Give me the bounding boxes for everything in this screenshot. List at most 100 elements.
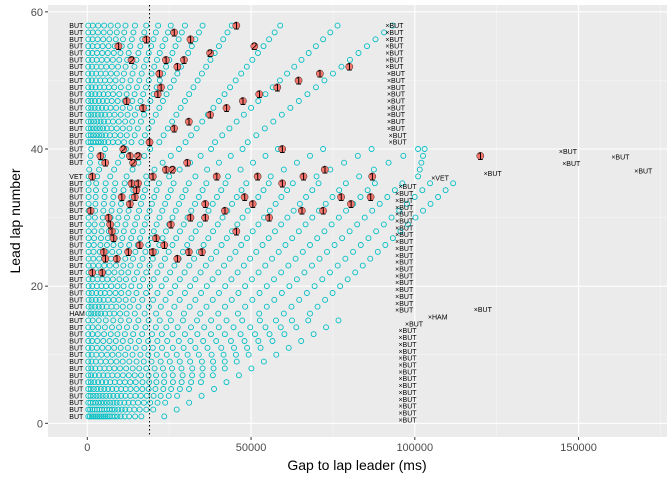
data-point — [158, 331, 165, 338]
data-point — [295, 98, 302, 104]
data-point — [125, 372, 132, 379]
pit-stop-marker — [206, 49, 214, 57]
data-point — [139, 386, 146, 392]
data-point — [100, 338, 107, 344]
data-point — [215, 269, 222, 276]
data-point — [92, 77, 99, 84]
data-point — [335, 214, 342, 221]
data-point — [181, 331, 188, 338]
pit-stop-marker — [221, 206, 229, 215]
data-point — [117, 111, 124, 118]
data-point — [148, 200, 155, 207]
data-point — [284, 70, 291, 77]
data-point — [92, 84, 99, 91]
data-point — [193, 125, 200, 132]
pit-stop-marker — [109, 234, 118, 242]
pit-stop-marker — [345, 62, 354, 71]
data-point — [129, 365, 136, 372]
data-point — [125, 269, 132, 276]
data-point — [119, 104, 126, 111]
data-point — [137, 43, 144, 50]
data-point — [143, 173, 150, 180]
pit-stop-label: 1 — [223, 103, 229, 115]
data-point — [95, 22, 102, 29]
data-point — [369, 207, 376, 214]
data-point — [135, 303, 142, 310]
data-point — [138, 372, 144, 379]
data-point — [126, 358, 133, 365]
data-point — [93, 392, 100, 399]
pit-stop-label: 1 — [348, 199, 354, 211]
data-point — [114, 221, 121, 228]
data-point — [104, 50, 111, 56]
data-point — [111, 365, 118, 372]
leader-label: BUT — [69, 71, 84, 78]
data-point — [115, 296, 122, 303]
leader-label: BUT — [69, 339, 84, 346]
data-point — [88, 365, 95, 372]
data-point — [141, 187, 148, 194]
data-point — [291, 63, 298, 70]
data-point — [85, 317, 92, 324]
x-tick-label: 50000 — [236, 442, 267, 454]
pit-stop-label: 1 — [233, 226, 239, 238]
data-point — [96, 296, 103, 303]
data-point — [95, 139, 102, 146]
data-point — [96, 125, 103, 132]
data-point — [298, 338, 305, 344]
data-point — [92, 399, 99, 406]
data-point — [364, 187, 371, 194]
pit-stop-label: 1 — [133, 185, 139, 197]
data-point — [285, 262, 292, 269]
data-point — [92, 187, 99, 194]
data-point — [372, 36, 379, 43]
data-point — [90, 125, 97, 132]
data-point — [164, 194, 171, 200]
data-point — [128, 36, 135, 43]
data-point — [92, 365, 99, 372]
data-point — [171, 262, 178, 269]
data-point — [147, 399, 154, 406]
retirement-label: ×BUT — [398, 411, 417, 418]
data-point — [229, 200, 236, 207]
leader-label: BUT — [69, 387, 84, 394]
data-point — [122, 255, 129, 262]
data-point — [208, 146, 215, 152]
data-point — [160, 132, 167, 139]
pit-stop-marker — [212, 172, 221, 181]
data-point — [92, 413, 99, 420]
data-point — [158, 262, 165, 269]
pit-stop-label: 1 — [150, 171, 156, 183]
data-point — [117, 242, 124, 248]
leader-label: BUT — [69, 291, 84, 298]
data-point — [130, 296, 137, 303]
data-point — [167, 152, 174, 159]
data-point — [237, 331, 244, 338]
data-point — [116, 248, 123, 255]
data-point — [312, 84, 319, 91]
data-point — [85, 98, 92, 104]
data-point — [119, 125, 126, 132]
data-point — [99, 303, 106, 310]
y-tick-label: 60 — [31, 7, 43, 19]
data-point — [188, 43, 195, 50]
leader-label: BUT — [69, 414, 84, 421]
data-point — [221, 365, 228, 372]
data-point — [110, 50, 117, 56]
data-point — [181, 290, 188, 296]
data-point — [199, 22, 206, 29]
data-point — [130, 29, 137, 36]
data-point — [119, 303, 126, 310]
retirement-label: ×BUT — [395, 225, 414, 232]
retirement-label: ×BUT — [398, 376, 417, 383]
data-point — [277, 22, 284, 29]
data-point — [116, 324, 123, 331]
data-point — [96, 166, 103, 173]
pit-stop-marker — [320, 165, 329, 174]
retirement-label: ×BUT — [385, 64, 404, 71]
data-point — [342, 180, 349, 187]
data-point — [182, 139, 189, 146]
data-point — [309, 214, 316, 221]
pit-stop-label: 2 — [169, 165, 175, 177]
pit-stop-label: 1 — [222, 206, 228, 218]
